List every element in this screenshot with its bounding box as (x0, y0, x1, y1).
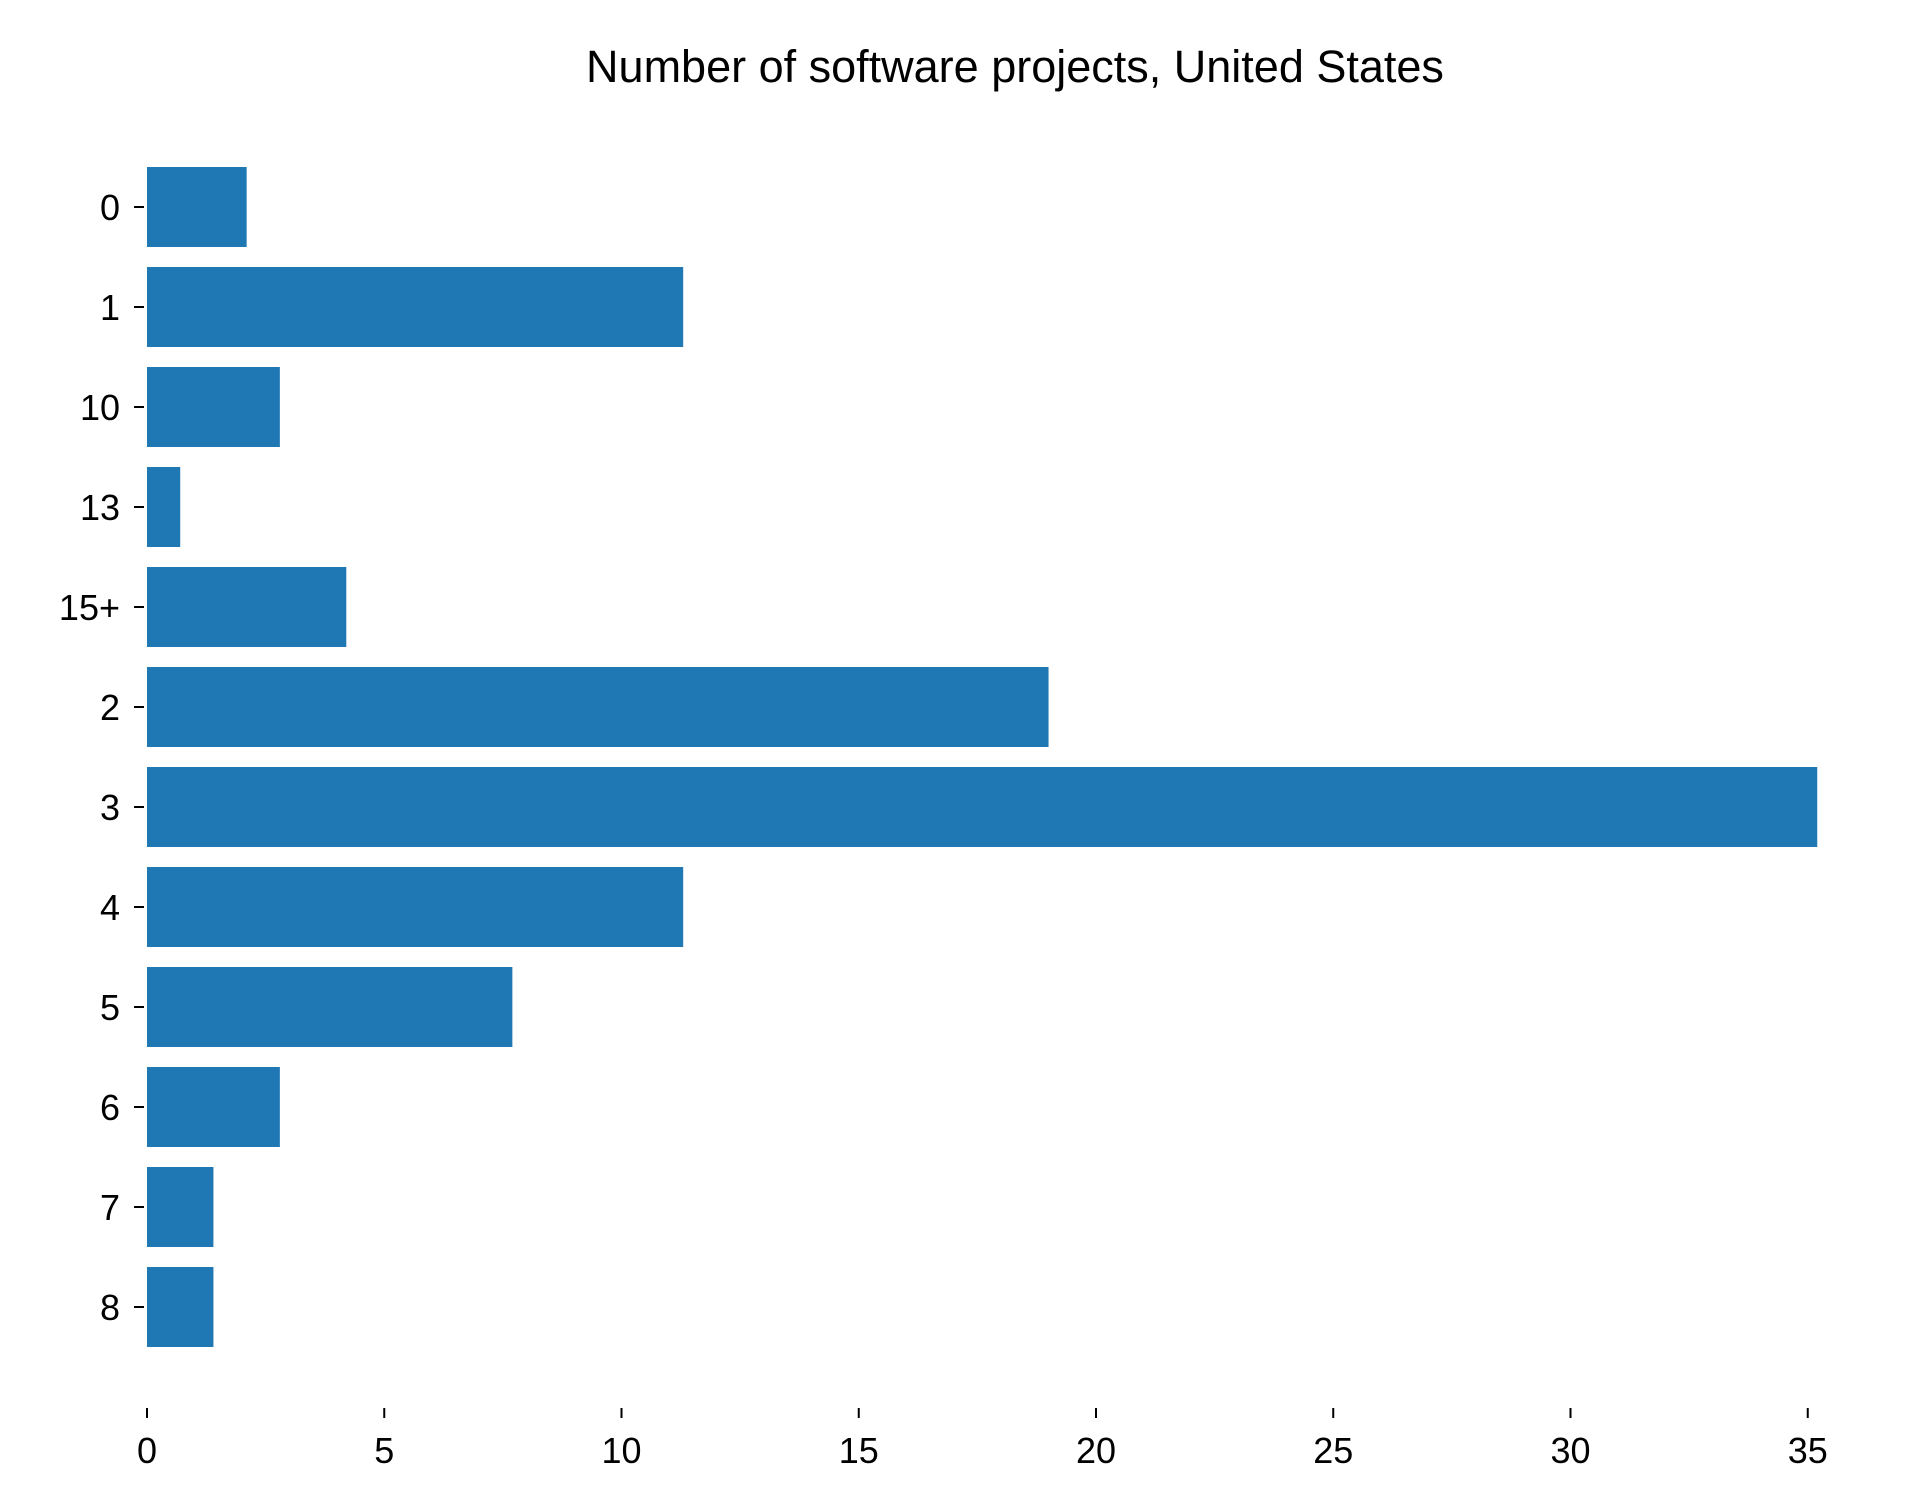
x-axis: 0 5 10 15 20 25 30 35 (137, 1408, 1828, 1471)
bars-layer (147, 167, 1818, 1347)
y-tick-label: 13 (80, 487, 120, 528)
chart-title: Number of software projects, United Stat… (586, 41, 1444, 92)
x-tick-label: 35 (1788, 1430, 1828, 1471)
y-tick-label: 5 (100, 987, 120, 1028)
bar-4 (147, 867, 684, 947)
bar-1 (147, 267, 684, 347)
y-tick-label: 10 (80, 387, 120, 428)
x-tick-label: 10 (601, 1430, 641, 1471)
bar-5 (147, 967, 513, 1047)
x-tick-label: 20 (1076, 1430, 1116, 1471)
bar-8 (147, 1267, 214, 1347)
x-tick-label: 0 (137, 1430, 157, 1471)
y-axis: 0 1 10 13 15+ 2 3 4 5 6 7 8 (59, 187, 144, 1328)
bar-3 (147, 767, 1818, 847)
y-tick-label: 2 (100, 687, 120, 728)
y-tick-label: 6 (100, 1087, 120, 1128)
bar-15+ (147, 567, 347, 647)
x-tick-label: 5 (374, 1430, 394, 1471)
x-tick-label: 25 (1313, 1430, 1353, 1471)
y-tick-label: 4 (100, 887, 120, 928)
bar-6 (147, 1067, 280, 1147)
x-tick-label: 30 (1550, 1430, 1590, 1471)
y-tick-label: 3 (100, 787, 120, 828)
y-tick-label: 0 (100, 187, 120, 228)
y-tick-label: 7 (100, 1187, 120, 1228)
bar-13 (147, 467, 181, 547)
x-tick-label: 15 (839, 1430, 879, 1471)
y-tick-label: 1 (100, 287, 120, 328)
bar-0 (147, 167, 247, 247)
bar-10 (147, 367, 280, 447)
bar-7 (147, 1167, 214, 1247)
bar-2 (147, 667, 1049, 747)
y-tick-label: 15+ (59, 587, 120, 628)
y-tick-label: 8 (100, 1287, 120, 1328)
